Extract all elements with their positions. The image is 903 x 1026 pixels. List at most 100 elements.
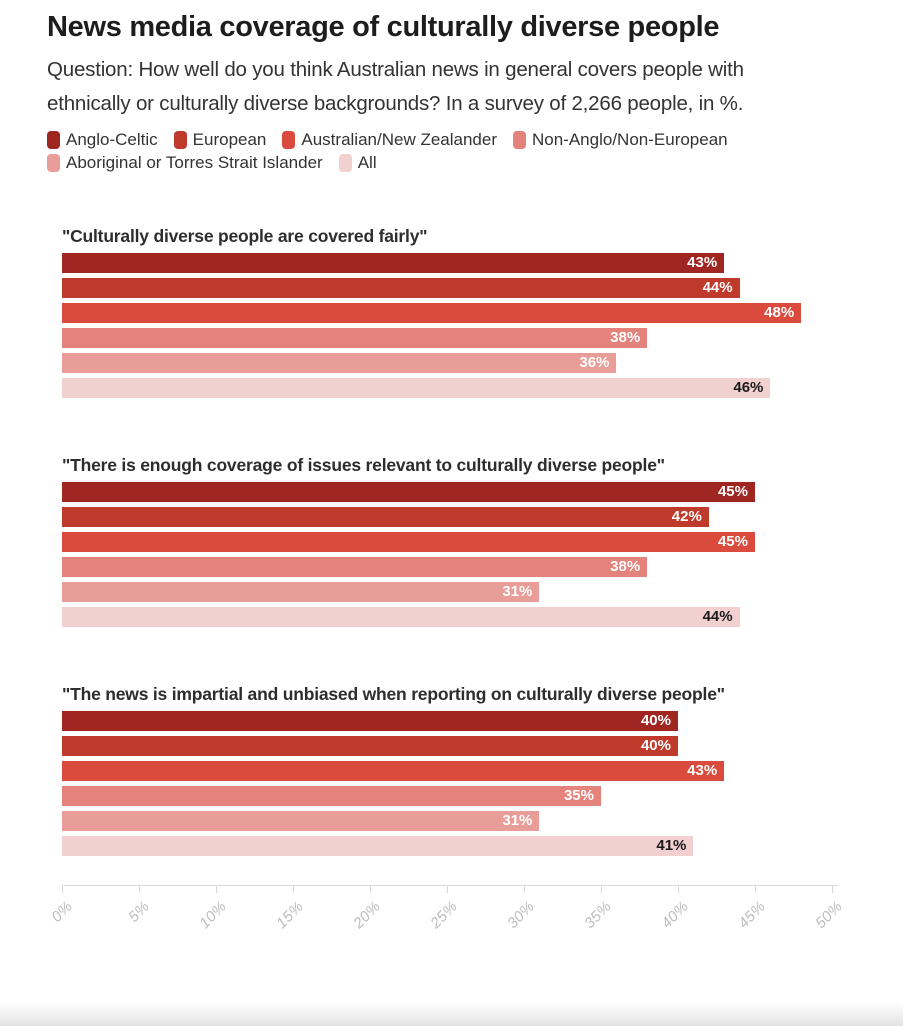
bar-non-anglo-non-european: 35% (62, 786, 601, 806)
bar-value-label: 31% (502, 583, 533, 600)
axis-tick (447, 886, 448, 893)
bar-row: 41% (62, 836, 832, 856)
bar-anglo-celtic: 43% (62, 253, 725, 273)
bar-row: 31% (62, 811, 832, 831)
page-title: News media coverage of culturally divers… (47, 11, 720, 43)
bar-row: 36% (62, 353, 832, 373)
bar-row: 45% (62, 532, 832, 552)
bar-anglo-celtic: 40% (62, 711, 678, 731)
bar-value-label: 35% (563, 787, 594, 804)
bar-all: 46% (62, 378, 771, 398)
axis-tick (62, 886, 63, 893)
bar-aboriginal-or-torres-strait-islander: 31% (62, 811, 540, 831)
axis-tick-label: 40% (658, 898, 693, 932)
bar-australian-new-zealander: 45% (62, 532, 755, 552)
bar-anglo-celtic: 45% (62, 482, 755, 502)
legend-item: Australian/New Zealander (282, 130, 497, 150)
bar-row: 31% (62, 582, 832, 602)
bar-value-label: 45% (717, 533, 748, 550)
bar-row: 44% (62, 278, 832, 298)
axis-tick-label: 20% (350, 898, 385, 932)
bar-value-label: 42% (671, 508, 702, 525)
charts: "Culturally diverse people are covered f… (62, 225, 832, 856)
legend: Anglo-Celtic European Australian/New Zeala… (47, 130, 847, 173)
axis-tick-label: 5% (125, 898, 154, 926)
bar-all: 44% (62, 607, 740, 627)
chart-group-title: "The news is impartial and unbiased when… (62, 684, 725, 704)
bar-australian-new-zealander: 48% (62, 303, 802, 323)
axis-tick (139, 886, 140, 893)
axis-tick-label: 15% (273, 898, 308, 932)
axis-tick (755, 886, 756, 893)
chart-group: "Culturally diverse people are covered f… (62, 225, 832, 398)
legend-label: Anglo-Celtic (66, 130, 158, 149)
legend-swatch-icon (47, 131, 60, 149)
legend-item: All (338, 153, 377, 173)
bar-value-label: 36% (579, 354, 610, 371)
axis-tick-label: 25% (427, 898, 462, 932)
x-axis: 0% 5% 10% 15% 20% 25% 30% 35% 40% 45% 50% (48, 885, 846, 945)
legend-item: Aboriginal or Torres Strait Islander (47, 153, 323, 173)
bar-aboriginal-or-torres-strait-islander: 36% (62, 353, 617, 373)
bar-row: 40% (62, 736, 832, 756)
bar-value-label: 38% (610, 329, 641, 346)
bar-row: 42% (62, 507, 832, 527)
bar-value-label: 41% (656, 837, 687, 854)
axis-tick (678, 886, 679, 893)
axis-tick-label: 35% (581, 898, 616, 932)
axis-tick-label: 10% (196, 898, 231, 932)
bar-non-anglo-non-european: 38% (62, 557, 648, 577)
bar-aboriginal-or-torres-strait-islander: 31% (62, 582, 540, 602)
axis-tick (370, 886, 371, 893)
legend-item: European (173, 130, 267, 150)
bar-row: 46% (62, 378, 832, 398)
legend-item: Non-Anglo/Non-European (513, 130, 728, 150)
bar-value-label: 43% (687, 762, 718, 779)
bar-row: 35% (62, 786, 832, 806)
bar-european: 42% (62, 507, 709, 527)
bar-australian-new-zealander: 43% (62, 761, 725, 781)
bar-row: 43% (62, 253, 832, 273)
chart-subtitle: Question: How well do you think Australi… (47, 58, 744, 115)
bar-value-label: 48% (764, 304, 795, 321)
axis-tick (832, 886, 833, 893)
bar-row: 45% (62, 482, 832, 502)
axis-tick-label: 50% (812, 898, 847, 932)
bar-value-label: 45% (717, 483, 748, 500)
legend-label: Non-Anglo/Non-European (532, 130, 728, 149)
chart-group: "There is enough coverage of issues rele… (62, 454, 832, 627)
bar-value-label: 40% (640, 712, 671, 729)
bar-row: 48% (62, 303, 832, 323)
bar-value-label: 40% (640, 737, 671, 754)
bar-value-label: 46% (733, 379, 764, 396)
axis-tick (293, 886, 294, 893)
bar-value-label: 43% (687, 254, 718, 271)
legend-label: Aboriginal or Torres Strait Islander (66, 153, 323, 172)
legend-label: All (357, 153, 377, 172)
legend-label: European (192, 130, 267, 149)
legend-swatch-icon (282, 131, 296, 149)
axis-tick (216, 886, 217, 893)
legend-swatch-icon (513, 131, 526, 149)
chart-group-title: "Culturally diverse people are covered f… (62, 226, 428, 246)
bar-european: 44% (62, 278, 740, 298)
bar-european: 40% (62, 736, 678, 756)
bar-value-label: 38% (610, 558, 641, 575)
axis-tick-label: 30% (504, 898, 539, 932)
legend-swatch-icon (338, 154, 352, 172)
legend-swatch-icon (173, 131, 187, 149)
axis-tick (601, 886, 602, 893)
bottom-fade-gradient (0, 1002, 903, 1026)
bar-value-label: 44% (702, 608, 733, 625)
bar-row: 40% (62, 711, 832, 731)
legend-label: Australian/New Zealander (301, 130, 497, 149)
legend-item: Anglo-Celtic (47, 130, 158, 150)
axis-tick (524, 886, 525, 893)
bar-row: 38% (62, 557, 832, 577)
axis-tick-label: 45% (735, 898, 770, 932)
bar-row: 44% (62, 607, 832, 627)
chart-group-title: "There is enough coverage of issues rele… (62, 455, 665, 475)
bar-row: 43% (62, 761, 832, 781)
bar-non-anglo-non-european: 38% (62, 328, 648, 348)
